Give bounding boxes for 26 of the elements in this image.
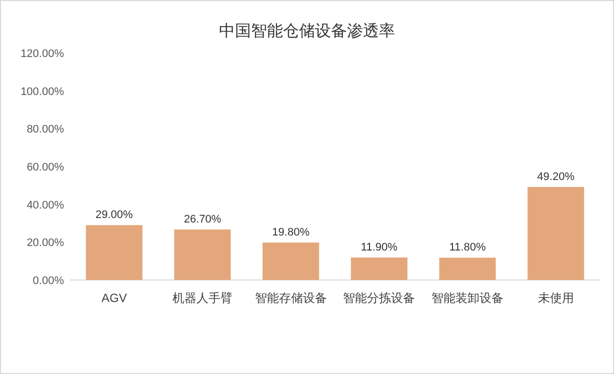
- y-tick-label: 20.00%: [26, 237, 64, 250]
- data-label: 11.80%: [449, 242, 486, 254]
- data-label: 11.90%: [360, 241, 398, 254]
- x-tick-label: 智能装卸设备: [432, 291, 504, 305]
- y-tick-label: 80.00%: [26, 124, 64, 136]
- chart-title: 中国智能仓储设备渗透率: [219, 22, 395, 40]
- x-tick-label: 智能分拣设备: [343, 291, 416, 305]
- data-label: 26.70%: [184, 213, 222, 226]
- bar: [350, 257, 408, 280]
- data-label: 29.00%: [96, 209, 134, 222]
- bar: [86, 225, 142, 280]
- bar: [174, 229, 231, 280]
- x-tick-label: AGV: [101, 291, 127, 305]
- data-label: 19.80%: [272, 226, 310, 239]
- bar: [528, 186, 584, 280]
- bar: [439, 258, 496, 280]
- x-tick-label: 智能存储设备: [254, 291, 327, 305]
- x-tick-label: 未使用: [538, 291, 574, 305]
- y-tick-label: 0.00%: [32, 275, 64, 287]
- y-tick-label: 100.00%: [20, 86, 64, 98]
- y-tick-label: 120.00%: [20, 48, 64, 60]
- y-tick-label: 60.00%: [26, 162, 64, 174]
- x-tick-label: 机器人手臂: [172, 291, 232, 305]
- bar: [262, 242, 320, 280]
- data-label: 49.20%: [537, 170, 575, 183]
- y-tick-label: 40.00%: [26, 199, 64, 212]
